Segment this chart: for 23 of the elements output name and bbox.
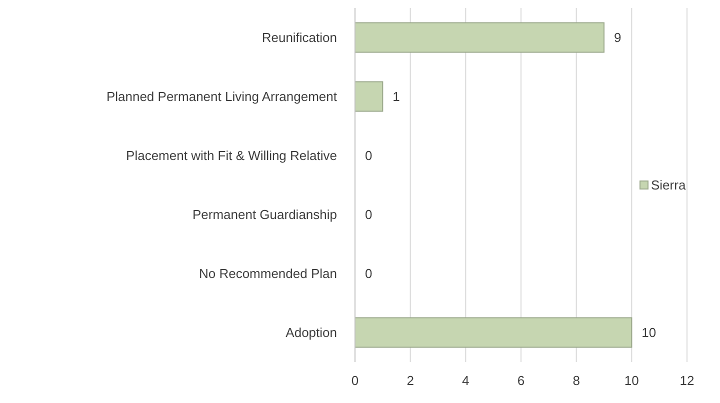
bar [354, 317, 632, 348]
x-tick-label: 10 [624, 373, 639, 388]
x-tick-label: 2 [406, 373, 414, 388]
data-label: 10 [642, 325, 656, 340]
bar [354, 81, 384, 112]
y-tick-label: Permanent Guardianship [192, 207, 337, 222]
y-tick-label: No Recommended Plan [198, 266, 337, 282]
y-tick-label: Planned Permanent Living Arrangement [106, 89, 338, 104]
x-tick-label: 0 [351, 373, 359, 388]
y-tick-label: Reunification [262, 30, 337, 46]
data-label: 0 [365, 148, 372, 164]
y-tick-label: Placement with Fit & Willing Relative [126, 148, 337, 164]
x-tick-label: 8 [572, 373, 580, 388]
data-label: 0 [365, 207, 372, 222]
legend-label: Sierra [651, 178, 686, 193]
x-tick-label: 4 [462, 373, 470, 388]
x-tick-label: 12 [680, 373, 694, 388]
bar [354, 22, 604, 53]
data-label: 1 [392, 89, 400, 104]
data-label: 0 [365, 266, 372, 282]
y-tick-label: Adoption [286, 325, 337, 340]
data-label: 9 [614, 30, 622, 46]
x-tick-label: 6 [517, 373, 525, 388]
